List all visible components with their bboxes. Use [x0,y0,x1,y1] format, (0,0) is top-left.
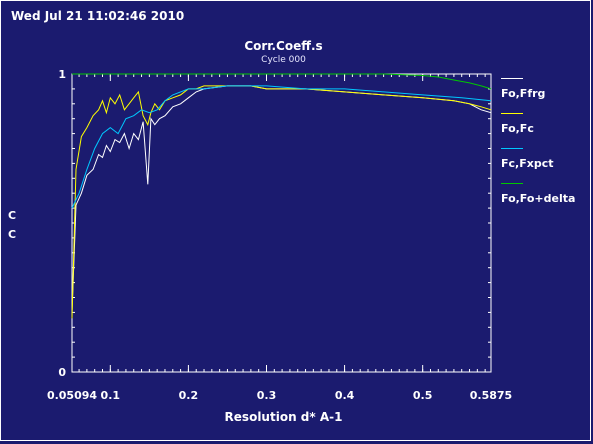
legend-item: Fo,Ffrg [501,78,581,106]
legend-label: Fo,Ffrg [501,87,546,100]
legend-swatch [501,183,523,184]
legend-swatch [501,78,523,79]
y-axis-label-line-1: C [8,209,17,222]
plot-frame [71,73,492,373]
x-tick-label: 0.5875 [470,389,512,402]
x-tick-label: 0.1 [101,389,121,402]
timestamp: Wed Jul 21 11:02:46 2010 [11,9,185,23]
legend-label: Fc,Fxpct [501,157,554,170]
legend-swatch [501,148,523,149]
series-line-fo-ffrg [71,85,492,313]
y-tick-label: 0 [58,366,66,379]
y-tick-label: 1 [58,68,66,81]
series-line-fo-fc [71,85,492,319]
chart-title: Corr.Coeff.s [244,39,323,53]
x-tick-label: 0.2 [179,389,199,402]
y-axis-label-line-2: C [8,228,17,241]
chart-subtitle: Cycle 000 [261,55,306,65]
legend-item: Fo,Fc [501,113,581,141]
x-tick-label: 0.5 [413,389,433,402]
x-tick-label: 0.4 [335,389,355,402]
x-tick-label: 0.3 [257,389,277,402]
series-line-fc-fxpct [71,85,492,209]
legend-swatch [501,113,523,114]
x-axis-label: Resolution d* A-1 [224,410,343,424]
series-line-fo-fo-delta [72,73,492,90]
legend-label: Fo,Fo+delta [501,192,576,205]
legend-item: Fo,Fo+delta [501,183,581,211]
legend-item: Fc,Fxpct [501,148,581,176]
legend-label: Fo,Fc [501,122,534,135]
x-tick-label: 0.05094 [47,389,97,402]
